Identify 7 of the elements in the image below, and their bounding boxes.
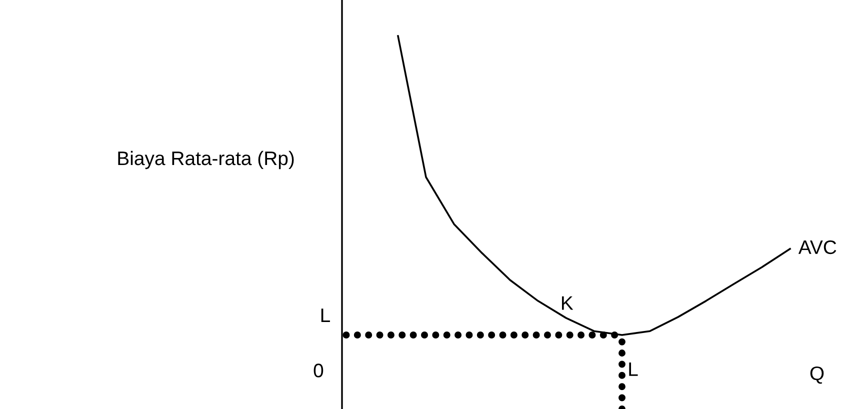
x-axis-title: Q: [810, 366, 824, 384]
text: L: [629, 362, 638, 376]
y-axis-title: Biaya Rata-rata (Rp): [118, 150, 294, 170]
series-label: AVC: [798, 240, 836, 254]
ref-line-label: L: [321, 308, 330, 322]
text: 0: [314, 364, 324, 378]
annotation: K: [562, 296, 574, 310]
